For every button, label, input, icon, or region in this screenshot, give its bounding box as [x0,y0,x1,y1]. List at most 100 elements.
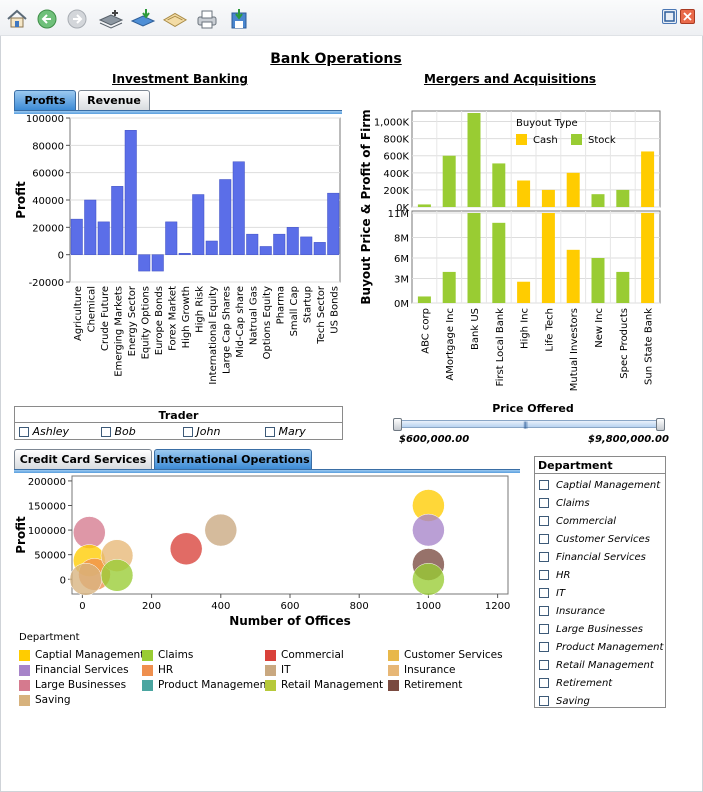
bubble-legend: Captial Management Claims Commercial Custom… [19,649,519,709]
close-icon[interactable] [680,9,695,24]
department-panel: Department Captial Management Claims Comme… [534,456,666,708]
bar [467,113,481,207]
checkbox[interactable] [539,678,549,688]
department-option[interactable]: Saving [539,692,665,710]
department-option-label: Retail Management [556,659,654,671]
legend-label: Financial Services [35,664,129,676]
checkbox[interactable] [539,498,549,508]
y-tick-label: 6M [394,254,409,265]
bubble [69,563,103,596]
department-option[interactable]: Product Management [539,638,665,656]
checkbox[interactable] [539,570,549,580]
x-tick-label: 1200 [485,601,510,612]
x-tick-label: Pharma [275,286,286,324]
legend-item: IT [265,664,291,676]
x-tick-label: Forex Market [167,286,178,351]
checkbox[interactable] [539,552,549,562]
x-tick-label: Large Cap Shares [221,286,232,374]
department-option[interactable]: Insurance [539,602,665,620]
department-option-label: Saving [556,695,590,707]
checkbox[interactable] [539,696,549,706]
department-option[interactable]: IT [539,584,665,602]
bar [286,227,299,255]
checkbox[interactable] [539,660,549,670]
legend-item: Saving [19,694,71,706]
investment-title: Investment Banking [112,72,248,86]
save-icon[interactable] [226,7,252,31]
checkbox[interactable] [539,480,549,490]
y-tick-label: 11M [388,209,409,220]
checkbox[interactable] [539,624,549,634]
department-option[interactable]: Customer Services [539,530,665,548]
department-option[interactable]: Financial Services [539,548,665,566]
x-tick-label: Life Tech [544,308,555,352]
trader-option[interactable]: Mary [265,425,306,438]
checkbox[interactable] [265,427,275,437]
back-icon[interactable] [34,7,60,31]
y-tick-label: 200000 [28,477,66,488]
department-option[interactable]: Commercial [539,512,665,530]
tab-strip [14,110,342,114]
tab-international-operations[interactable]: International Operations [154,449,312,469]
checkbox[interactable] [183,427,193,437]
tab-credit-card-services[interactable]: Credit Card Services [14,449,152,469]
divider [535,473,665,474]
open-icon[interactable] [162,7,188,31]
forward-icon[interactable] [64,7,90,31]
bar [313,242,326,255]
checkbox[interactable] [539,534,549,544]
checkbox[interactable] [101,427,111,437]
department-option[interactable]: Captial Management [539,476,665,494]
trader-option[interactable]: Bob [101,425,136,438]
legend-swatch [19,679,30,691]
department-list: Captial Management Claims Commercial Custom… [539,476,665,710]
add-record-icon[interactable] [98,7,124,31]
department-option[interactable]: Claims [539,494,665,512]
department-option[interactable]: HR [539,566,665,584]
checkbox[interactable] [19,427,29,437]
x-tick-label: Sun State Bank [644,308,655,385]
print-icon[interactable] [194,7,220,31]
y-tick-label: 800K [383,135,409,146]
checkbox[interactable] [539,606,549,616]
department-title: Department [538,459,613,472]
checkbox[interactable] [539,588,549,598]
maximize-icon[interactable] [662,9,677,24]
x-tick-label: Europe Bonds [154,286,165,355]
profit-bar-chart: 100000 80000 60000 40000 20000 0 -20000 Agricul… [14,114,341,385]
tab-profits[interactable]: Profits [14,90,76,110]
y-tick-label: 60000 [32,169,64,180]
bar [232,161,245,255]
y-tick-label: 80000 [32,141,64,152]
legend-swatch [265,679,276,691]
x-tick-label: 0 [79,601,85,612]
price-title: Price Offered [492,402,574,415]
bar [205,240,218,255]
bar [417,296,431,303]
department-option[interactable]: Retirement [539,674,665,692]
legend-label: Captial Management [35,649,145,661]
department-option[interactable]: Retail Management [539,656,665,674]
x-tick-label: Agriculture [73,286,84,341]
checkbox[interactable] [539,516,549,526]
department-option-label: Captial Management [556,479,661,491]
y-tick-label: 20000 [32,223,64,234]
checkbox[interactable] [539,642,549,652]
legend-label: Product Management [158,679,271,691]
bar [517,281,531,303]
tab-revenue[interactable]: Revenue [78,90,150,110]
trader-option-label: Mary [278,425,306,438]
price-slider-max-handle[interactable] [656,418,665,431]
trader-option[interactable]: Ashley [19,425,69,438]
price-slider-track[interactable] [398,420,662,428]
y-tick-label: 40000 [32,196,64,207]
bubble [100,559,134,592]
legend-swatch [142,679,153,691]
home-icon[interactable] [4,7,30,31]
x-tick-label: 800 [350,601,369,612]
bar [165,221,178,255]
trader-option[interactable]: John [183,425,220,438]
department-option[interactable]: Large Businesses [539,620,665,638]
price-slider-min-handle[interactable] [393,418,402,431]
download-icon[interactable] [130,7,156,31]
